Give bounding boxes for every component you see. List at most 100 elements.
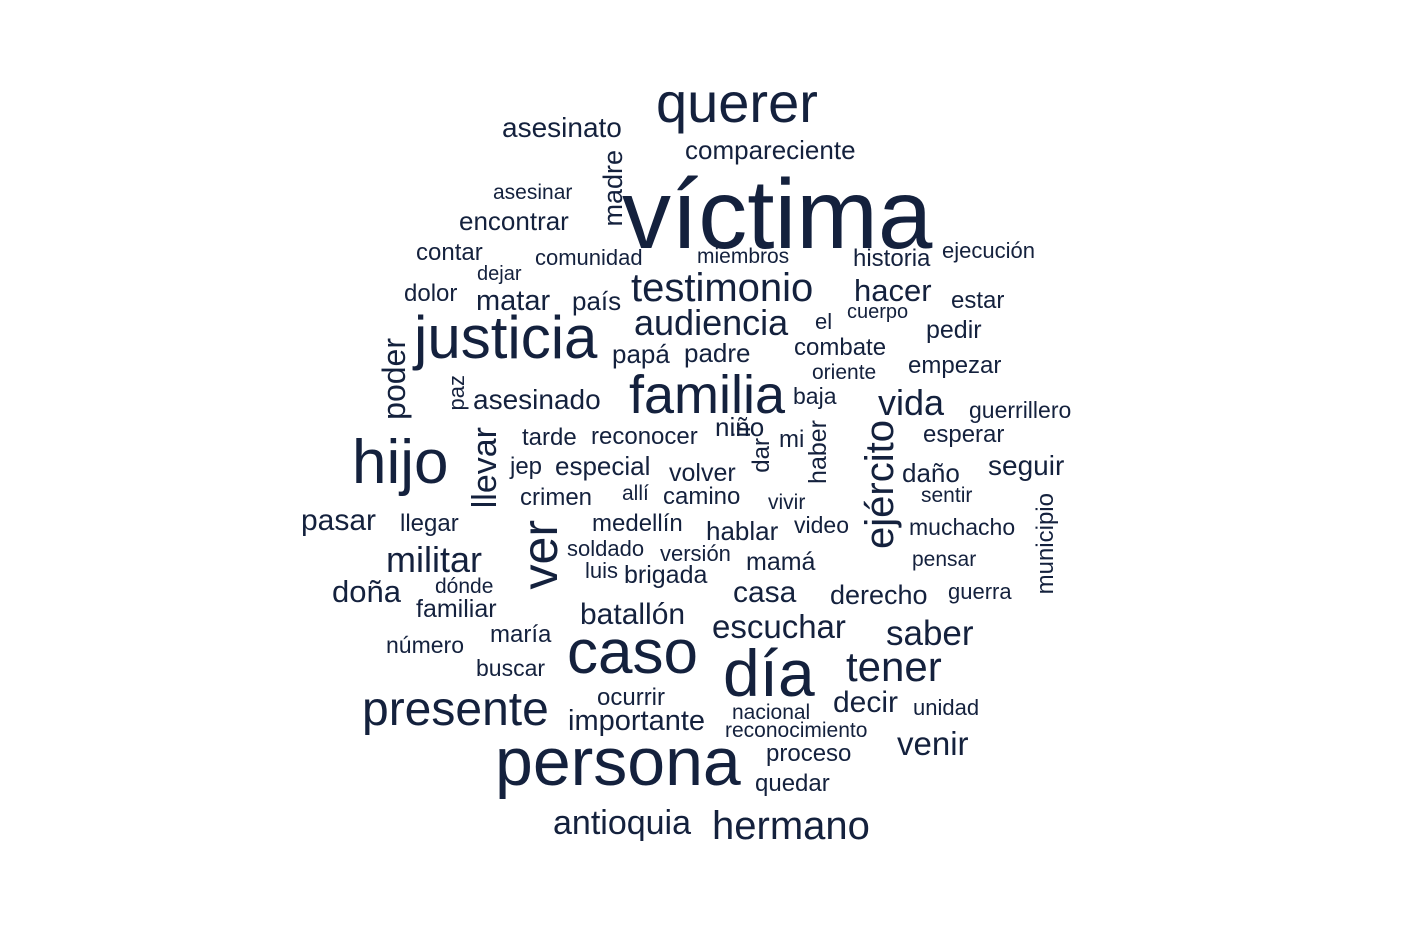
word-94: importante <box>568 705 706 737</box>
word-95: nacional <box>732 701 811 724</box>
word-72: hablar <box>706 516 779 546</box>
word-13: testimonio <box>631 266 814 310</box>
word-22: madre <box>598 150 628 227</box>
word-30: dejar <box>477 263 522 285</box>
word-23: asesinar <box>493 181 573 204</box>
word-55: tarde <box>522 424 577 451</box>
word-32: matar <box>476 285 551 317</box>
word-76: soldado <box>567 536 645 561</box>
word-89: número <box>386 632 464 658</box>
word-53: haber <box>804 420 832 484</box>
word-12: hermano <box>712 804 870 848</box>
word-39: poder <box>376 338 412 420</box>
word-80: luis <box>585 558 619 583</box>
word-14: audiencia <box>634 302 789 343</box>
word-71: medellín <box>592 510 683 537</box>
word-9: ver <box>512 520 568 590</box>
word-66: camino <box>663 483 741 510</box>
word-63: seguir <box>988 450 1065 481</box>
word-36: cuerpo <box>847 301 909 323</box>
word-25: contar <box>416 239 483 266</box>
word-40: papá <box>612 339 670 369</box>
word-84: casa <box>733 576 797 609</box>
word-49: guerrillero <box>969 397 1072 423</box>
word-99: proceso <box>766 740 852 767</box>
word-24: encontrar <box>459 206 569 236</box>
word-62: daño <box>902 458 960 488</box>
word-56: reconocer <box>591 423 698 450</box>
word-77: versión <box>660 541 731 566</box>
word-93: ocurrir <box>597 684 666 711</box>
word-82: doña <box>332 574 401 609</box>
word-85: derecho <box>830 580 928 610</box>
word-86: guerra <box>948 579 1012 604</box>
word-46: asesinado <box>473 384 601 415</box>
word-91: buscar <box>476 655 546 681</box>
word-26: comunidad <box>535 245 643 270</box>
word-50: niño <box>715 412 765 442</box>
word-100: quedar <box>755 770 830 797</box>
word-28: historia <box>853 245 931 272</box>
word-81: brigada <box>624 561 708 589</box>
word-8: familia <box>629 365 786 425</box>
word-6: hijo <box>352 428 449 497</box>
word-43: oriente <box>812 361 877 384</box>
word-70: llegar <box>400 510 459 537</box>
word-88: batallón <box>580 598 686 631</box>
word-42: combate <box>794 334 887 361</box>
word-29: ejecución <box>942 238 1035 263</box>
word-73: video <box>794 512 849 538</box>
word-1: víctima <box>622 159 933 269</box>
word-69: pasar <box>301 504 377 537</box>
word-51: ir <box>729 424 756 438</box>
word-61: volver <box>669 459 736 487</box>
word-33: país <box>572 286 622 316</box>
word-68: sentir <box>921 484 973 507</box>
word-16: militar <box>386 539 482 580</box>
word-47: baja <box>793 383 837 409</box>
word-87: familiar <box>416 595 497 623</box>
word-52: dar <box>748 438 775 473</box>
word-92: decir <box>833 686 899 719</box>
word-83: dónde <box>435 575 494 598</box>
word-54: mi <box>779 426 805 453</box>
word-17: escuchar <box>712 608 846 645</box>
word-75: municipio <box>1032 493 1059 595</box>
word-45: paz <box>444 375 469 411</box>
word-98: venir <box>897 725 969 762</box>
word-57: esperar <box>923 421 1005 448</box>
word-37: el <box>815 309 833 334</box>
word-79: pensar <box>912 548 977 571</box>
word-31: dolor <box>404 280 458 307</box>
word-35: estar <box>951 287 1005 314</box>
word-90: maría <box>490 621 552 648</box>
word-2: persona <box>495 724 741 800</box>
word-11: tener <box>846 643 942 690</box>
word-15: ejército <box>858 420 902 549</box>
word-78: mamá <box>746 548 816 576</box>
word-59: jep <box>510 453 543 480</box>
word-4: caso <box>567 618 698 687</box>
word-5: día <box>723 636 815 710</box>
word-10: presente <box>362 683 549 736</box>
word-19: antioquia <box>553 804 692 842</box>
word-34: hacer <box>854 273 932 308</box>
word-7: justicia <box>414 304 598 371</box>
word-65: allí <box>622 482 649 505</box>
word-60: especial <box>555 451 651 481</box>
word-18: saber <box>886 614 974 653</box>
word-96: unidad <box>913 695 980 720</box>
word-58: llevar <box>466 427 504 509</box>
word-20: asesinato <box>502 112 622 143</box>
word-41: padre <box>684 338 751 368</box>
word-44: empezar <box>908 352 1002 379</box>
word-97: reconocimiento <box>725 719 868 742</box>
word-21: compareciente <box>685 135 856 165</box>
word-64: crimen <box>520 484 593 511</box>
word-3: querer <box>656 71 818 134</box>
word-67: vivir <box>768 491 806 514</box>
word-74: muchacho <box>909 514 1016 540</box>
word-38: pedir <box>926 316 982 344</box>
word-48: vida <box>878 382 945 423</box>
